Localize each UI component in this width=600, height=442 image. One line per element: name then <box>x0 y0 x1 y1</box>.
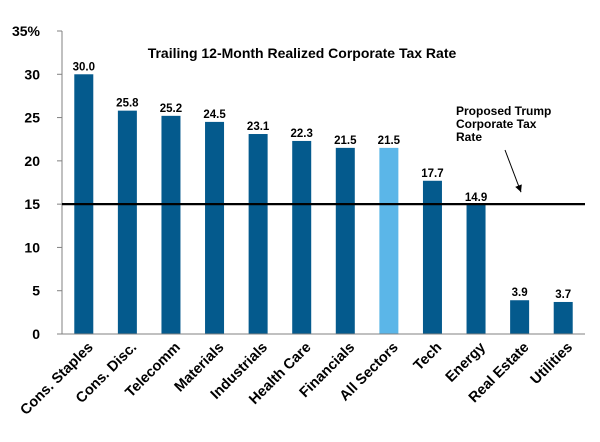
reference-line-annotation: Corporate Tax <box>456 117 537 131</box>
bar <box>466 205 486 334</box>
data-label: 21.5 <box>378 135 401 147</box>
data-label: 23.1 <box>247 121 270 133</box>
bars <box>74 74 573 335</box>
data-label: 17.7 <box>421 168 443 180</box>
bar <box>292 140 312 334</box>
value-labels: 30.0 25.8 25.2 24.5 23.1 22.3 21.5 21.5 17.7 14.9… <box>73 61 572 301</box>
y-tick-label: 20 <box>24 153 40 169</box>
bar <box>335 147 355 334</box>
reference-line-annotation: Rate <box>456 130 482 144</box>
bar <box>510 300 530 334</box>
data-label: 30.0 <box>73 61 95 73</box>
y-axis-ticks: 0 5 10 15 20 25 30 35% <box>12 23 62 342</box>
bar <box>422 180 442 334</box>
bar <box>205 121 225 335</box>
data-label: 25.2 <box>160 103 182 115</box>
category-label: Tech <box>411 340 445 374</box>
reference-line-annotation: Proposed Trump <box>456 104 551 118</box>
category-label: Cons. Staples <box>18 340 97 419</box>
data-label: 25.8 <box>116 98 139 110</box>
y-tick-label: 35% <box>12 23 41 39</box>
data-label: 22.3 <box>291 128 313 140</box>
axes <box>61 31 585 335</box>
data-label: 14.9 <box>465 192 487 204</box>
annotation-arrow <box>504 149 522 193</box>
bar <box>553 301 573 334</box>
y-tick-label: 5 <box>32 283 40 299</box>
bar <box>117 110 137 334</box>
data-label: 3.7 <box>555 289 571 301</box>
bar <box>379 147 399 334</box>
y-tick-label: 25 <box>24 110 40 126</box>
y-tick-label: 15 <box>24 196 40 212</box>
chart-title: Trailing 12-Month Realized Corporate Tax… <box>148 45 457 61</box>
category-label: Utilities <box>528 340 576 388</box>
data-label: 24.5 <box>203 109 226 121</box>
y-tick-label: 0 <box>32 326 40 342</box>
y-tick-label: 10 <box>24 239 40 255</box>
y-tick-label: 30 <box>24 66 40 82</box>
bar <box>248 134 268 334</box>
annotation-arrowhead <box>515 184 522 193</box>
data-label: 21.5 <box>334 135 357 147</box>
data-label: 3.9 <box>512 287 528 299</box>
bar <box>161 115 181 334</box>
